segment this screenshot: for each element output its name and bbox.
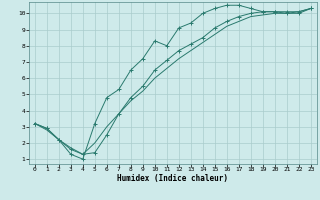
X-axis label: Humidex (Indice chaleur): Humidex (Indice chaleur) bbox=[117, 174, 228, 183]
